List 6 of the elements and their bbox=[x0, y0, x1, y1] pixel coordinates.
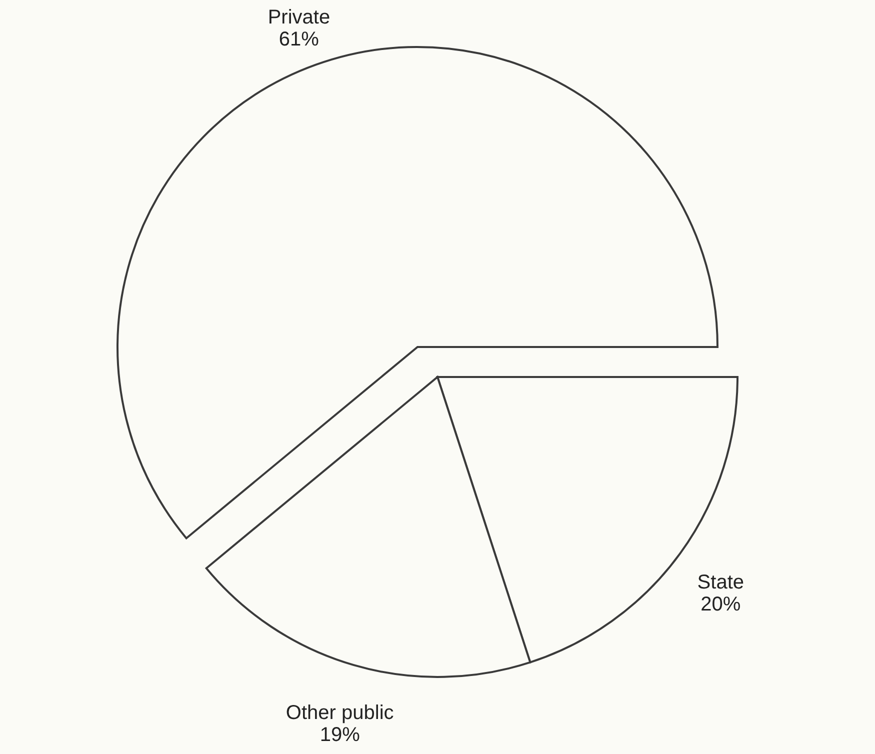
data-label: 19% bbox=[320, 724, 360, 746]
data-label: 20% bbox=[700, 594, 741, 616]
slice-label: State bbox=[697, 572, 744, 594]
slice-label: Private bbox=[268, 6, 330, 29]
data-label: 61% bbox=[278, 28, 320, 51]
slice-label: Other public bbox=[286, 702, 394, 724]
